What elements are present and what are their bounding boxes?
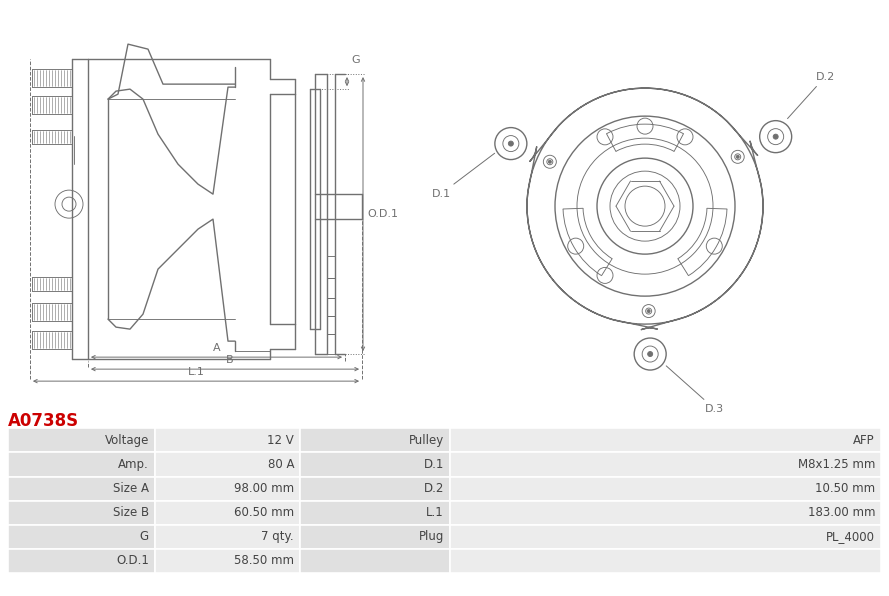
Bar [8, 501, 155, 524]
Circle shape [648, 352, 653, 356]
Circle shape [647, 309, 650, 312]
Circle shape [509, 141, 513, 146]
Bar [8, 452, 155, 477]
Bar [155, 501, 300, 524]
Text: A: A [212, 343, 220, 353]
Bar [300, 524, 450, 549]
Bar [450, 477, 881, 501]
Bar [300, 452, 450, 477]
Text: 98.00 mm: 98.00 mm [234, 482, 294, 495]
Text: L.1: L.1 [188, 367, 204, 377]
Bar [155, 452, 300, 477]
Bar [8, 549, 155, 573]
Bar [300, 549, 450, 573]
Text: 58.50 mm: 58.50 mm [234, 554, 294, 567]
Bar [300, 477, 450, 501]
Bar [450, 549, 881, 573]
Circle shape [773, 134, 778, 139]
Bar [8, 524, 155, 549]
Text: PL_4000: PL_4000 [826, 530, 875, 544]
Text: 12 V: 12 V [268, 434, 294, 447]
Text: 60.50 mm: 60.50 mm [234, 506, 294, 519]
Text: G: G [351, 55, 360, 64]
Text: D.2: D.2 [424, 482, 444, 495]
Text: L.1: L.1 [426, 506, 444, 519]
Bar [450, 429, 881, 452]
Bar [300, 501, 450, 524]
Bar [450, 452, 881, 477]
Bar [450, 524, 881, 549]
Text: O.D.1: O.D.1 [367, 209, 398, 219]
Bar [8, 429, 155, 452]
Text: Pulley: Pulley [409, 434, 444, 447]
Text: M8x1.25 mm: M8x1.25 mm [797, 458, 875, 471]
Text: 183.00 mm: 183.00 mm [807, 506, 875, 519]
Bar [155, 549, 300, 573]
Text: D.3: D.3 [666, 366, 725, 414]
Text: Amp.: Amp. [118, 458, 149, 471]
Bar [155, 477, 300, 501]
Text: A0738S: A0738S [8, 412, 79, 430]
Text: Size A: Size A [113, 482, 149, 495]
Text: B: B [226, 355, 234, 365]
Text: 7 qty.: 7 qty. [261, 530, 294, 544]
Text: 80 A: 80 A [268, 458, 294, 471]
Text: 10.50 mm: 10.50 mm [815, 482, 875, 495]
Bar [8, 477, 155, 501]
Bar [155, 429, 300, 452]
Text: D.1: D.1 [432, 153, 494, 198]
Bar [155, 524, 300, 549]
Circle shape [736, 156, 740, 159]
Text: Plug: Plug [419, 530, 444, 544]
Text: O.D.1: O.D.1 [116, 554, 149, 567]
Bar [300, 429, 450, 452]
Text: Voltage: Voltage [105, 434, 149, 447]
Text: G: G [140, 530, 149, 544]
Bar [450, 501, 881, 524]
Text: D.1: D.1 [424, 458, 444, 471]
Text: D.2: D.2 [788, 72, 835, 119]
Text: AFP: AFP [853, 434, 875, 447]
Circle shape [549, 160, 551, 163]
Text: Size B: Size B [113, 506, 149, 519]
